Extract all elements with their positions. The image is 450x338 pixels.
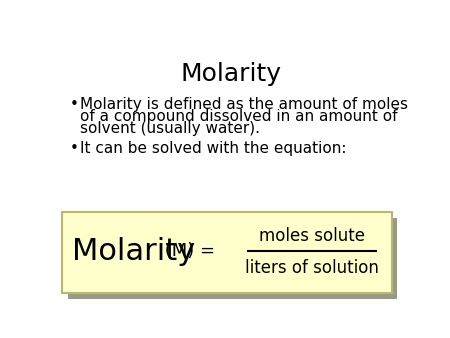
- Text: It can be solved with the equation:: It can be solved with the equation:: [80, 141, 346, 156]
- Text: of a compound dissolved in an amount of: of a compound dissolved in an amount of: [80, 109, 397, 124]
- FancyBboxPatch shape: [68, 218, 397, 298]
- Text: moles solute: moles solute: [259, 227, 365, 245]
- Text: Molarity: Molarity: [180, 62, 281, 86]
- Text: solvent (usually water).: solvent (usually water).: [80, 121, 260, 137]
- Text: (M) =: (M) =: [158, 242, 220, 260]
- Text: Molarity is defined as the amount of moles: Molarity is defined as the amount of mol…: [80, 97, 408, 112]
- Text: •: •: [70, 141, 79, 156]
- Text: liters of solution: liters of solution: [245, 259, 379, 277]
- Text: Molarity: Molarity: [72, 237, 195, 266]
- Text: •: •: [70, 97, 79, 112]
- FancyBboxPatch shape: [63, 212, 392, 293]
